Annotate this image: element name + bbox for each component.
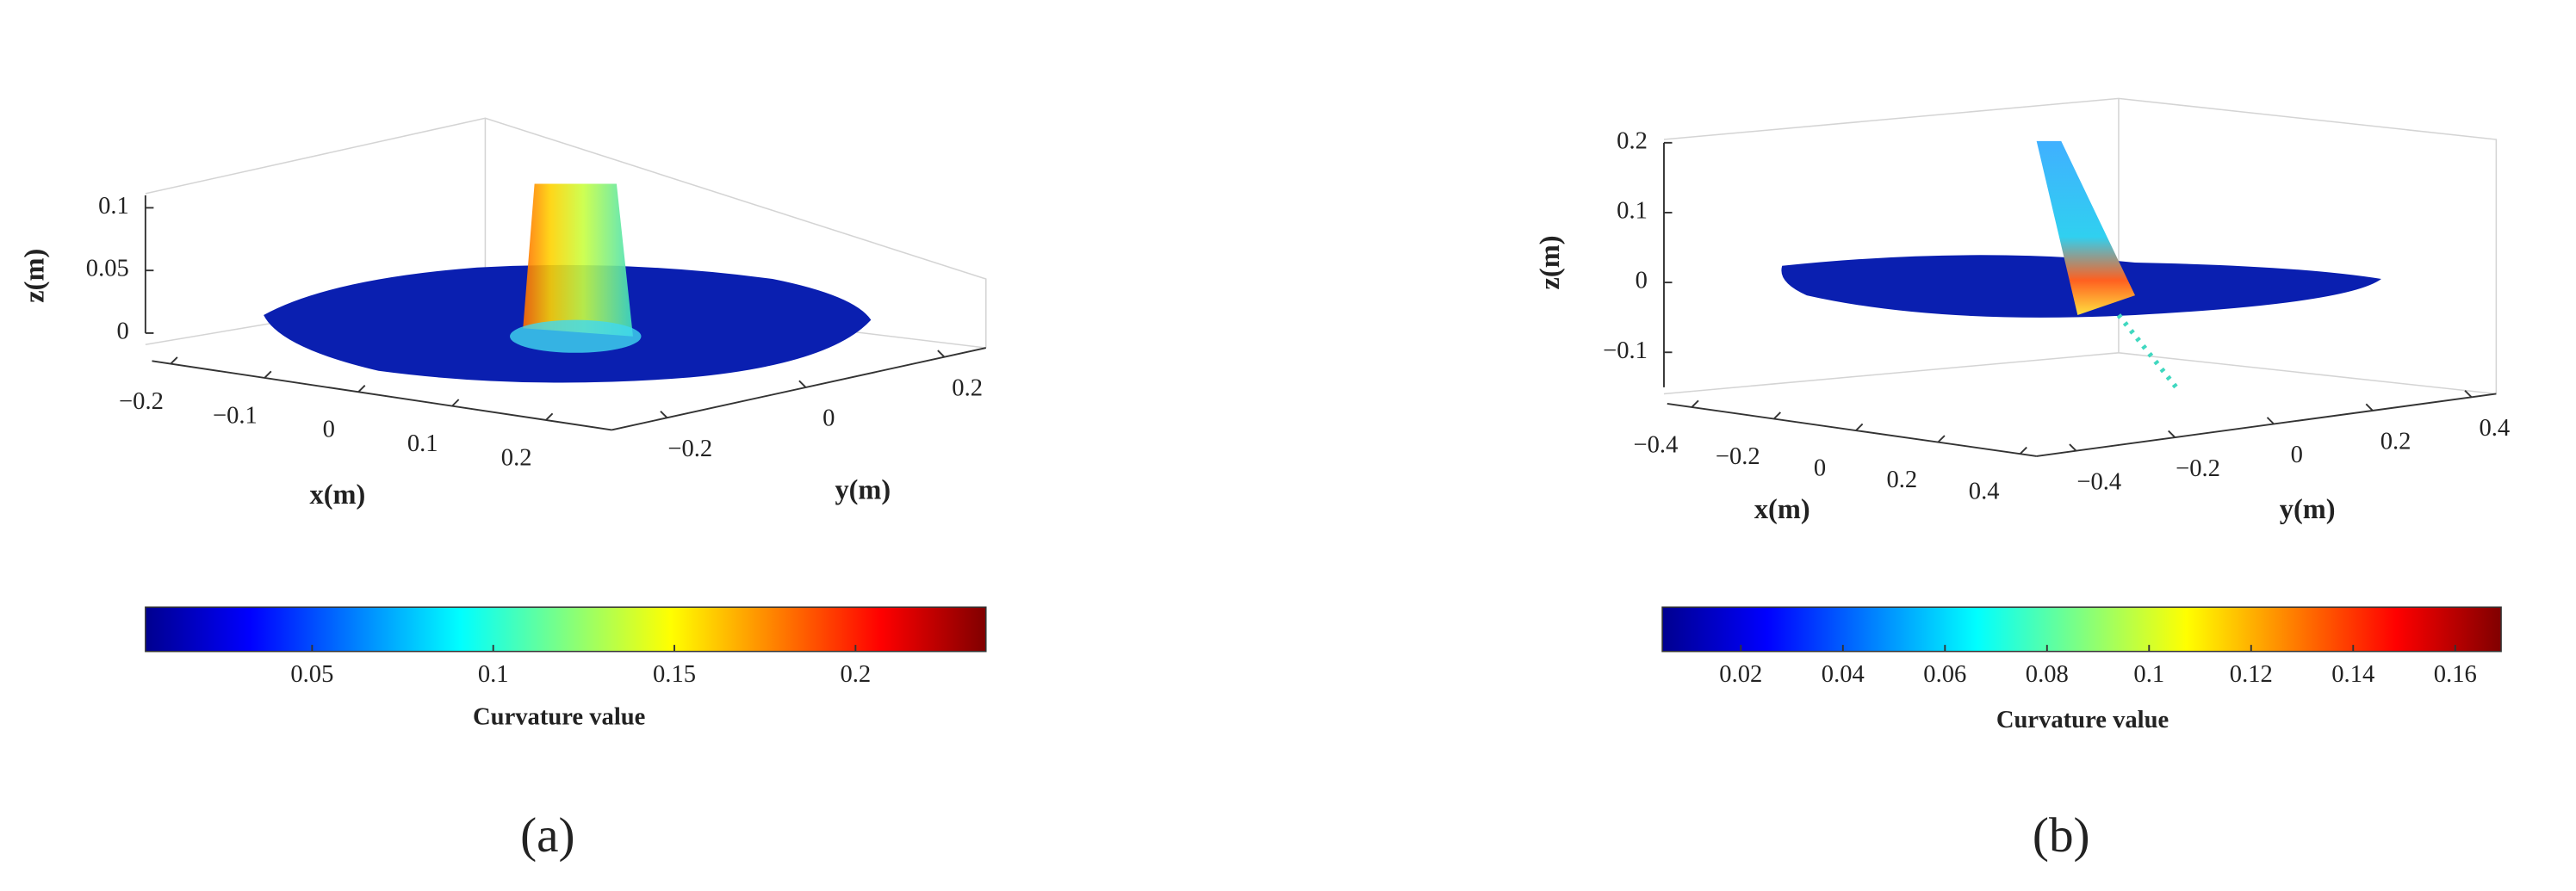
x-tick-label: −0.1 [213,402,258,429]
x-tick-label: 0.2 [1887,467,1918,493]
y-tick [798,380,807,388]
z-tick-label: 0 [1636,268,1648,294]
y-axis [611,347,986,431]
colorbar-tick-label: 0.06 [1923,661,1966,688]
y-tick-label: 0.4 [2479,415,2510,442]
x-tick [357,384,366,393]
x-axis-label: x(m) [310,480,366,510]
y-tick-label: −0.2 [2176,455,2220,482]
y-axis-label: y(m) [2280,494,2336,525]
y-tick-label: −0.2 [667,436,712,462]
x-axis-label: x(m) [1754,494,1810,525]
cloud-cylinder [523,183,633,337]
colorbar-tick-label: 0.12 [2230,661,2273,688]
x-tick [1691,399,1699,408]
y-tick [2069,443,2077,452]
x-tick [170,356,178,365]
x-tick-label: −0.2 [1716,443,1760,470]
box-edge [1663,352,2120,395]
colorbar-tick-label: 0.04 [1822,661,1865,688]
x-tick-label: 0 [1814,455,1826,481]
colorbar-label: Curvature value [1996,707,2169,733]
colorbar-tick-label: 0.14 [2331,661,2374,688]
z-axis-label: z(m) [1535,236,1566,290]
y-axis-label: y(m) [835,474,891,505]
x-tick [1937,435,1946,443]
box-edge [145,117,987,349]
x-tick [1855,423,1864,431]
colorbar-label: Curvature value [473,703,645,730]
y-tick [937,350,946,358]
x-tick [545,412,554,421]
cloud-base [510,319,642,353]
x-axis [152,360,612,431]
x-tick-label: −0.4 [1634,431,1679,458]
panel-label: (a) [520,808,574,863]
z-axis-label: z(m) [20,249,51,303]
y-tick-label: −0.4 [2076,468,2121,495]
panel-label: (b) [2033,808,2090,863]
x-tick-label: 0.2 [501,444,532,471]
box-edge [2118,352,2497,395]
x-tick [451,399,460,407]
x-tick [2019,446,2027,455]
y-tick [2365,403,2374,411]
colorbar-tick-label: 0.16 [2434,661,2477,688]
x-tick-label: 0.1 [407,430,438,457]
y-tick [2266,417,2275,425]
colorbar-tick-label: 0.02 [1719,661,1762,688]
x-axis [1667,402,2037,457]
z-tick-label: −0.1 [1603,337,1648,364]
point-cloud [264,140,2381,389]
colorbar [145,606,987,653]
y-tick [2464,390,2473,399]
colorbar-tick-label: 0.05 [290,661,333,688]
y-tick [660,410,668,418]
colorbar-tick-label: 0.1 [2133,661,2164,688]
colorbar-tick-label: 0.08 [2026,661,2069,688]
y-tick-label: 0 [822,405,835,432]
y-tick-label: 0.2 [2380,429,2412,455]
z-tick-label: 0 [117,318,129,344]
z-tick-label: 0.1 [1617,198,1648,225]
x-tick [1773,411,1781,420]
z-tick-label: 0.2 [1617,127,1648,154]
colorbar-tick-label: 0.2 [840,661,871,688]
y-tick [2168,430,2176,438]
x-tick-label: 0.4 [1969,478,2000,504]
colorbar-tick-label: 0.1 [478,661,509,688]
y-tick-label: 0 [2291,442,2303,468]
cloud-trail [2116,313,2178,389]
z-tick-label: 0.1 [98,193,129,220]
x-tick-label: −0.2 [119,388,164,415]
colorbar [1661,606,2502,653]
x-tick-label: 0 [323,417,335,443]
y-tick-label: 0.2 [952,374,983,401]
box-edge [1663,97,2498,394]
colorbar-tick-label: 0.15 [653,661,696,688]
cloud-band [2036,140,2136,315]
z-tick-label: 0.05 [86,256,129,282]
x-tick [264,370,272,379]
y-axis [2036,393,2497,457]
